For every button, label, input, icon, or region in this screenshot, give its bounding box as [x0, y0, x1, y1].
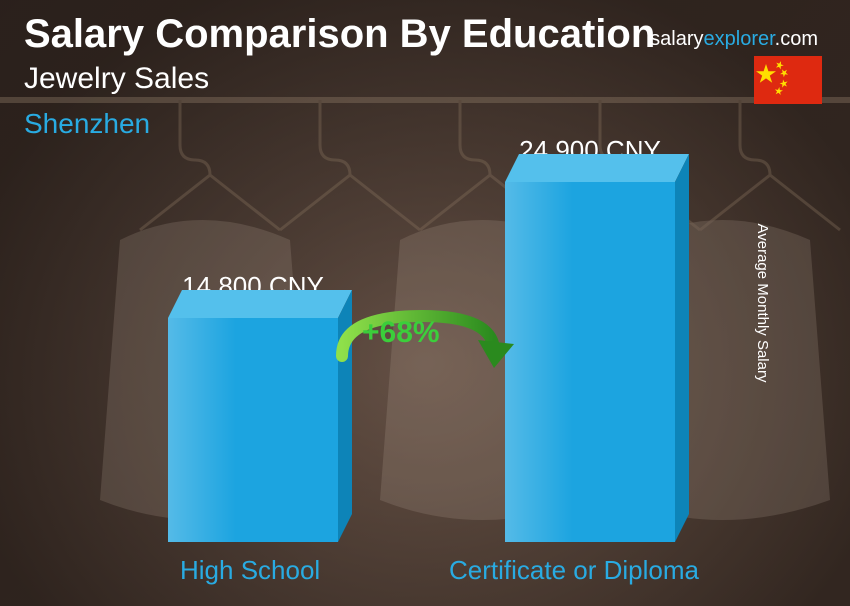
page-title: Salary Comparison By Education	[24, 12, 655, 57]
brand-mid: explorer	[704, 28, 775, 50]
bar-group-certificate: 24,900 CNY	[505, 135, 675, 542]
brand-prefix: salary	[650, 28, 703, 50]
brand-suffix: .com	[775, 28, 818, 50]
brand-logo-text: salaryexplorer.com	[650, 28, 818, 51]
bar-high-school	[168, 318, 338, 542]
subtitle-job: Jewelry Sales	[24, 62, 209, 96]
bar-group-high-school: 14,800 CNY	[168, 271, 338, 542]
subtitle-location: Shenzhen	[24, 108, 150, 140]
bar-category-high-school: High School	[180, 555, 320, 586]
bar-category-certificate: Certificate or Diploma	[449, 555, 699, 586]
bar-certificate	[505, 182, 675, 542]
flag-china	[754, 56, 822, 104]
delta-percentage: +68%	[362, 316, 440, 350]
chart-area: +68% 14,800 CNY High	[0, 166, 850, 606]
main-container: Salary Comparison By Education Jewelry S…	[0, 0, 850, 606]
